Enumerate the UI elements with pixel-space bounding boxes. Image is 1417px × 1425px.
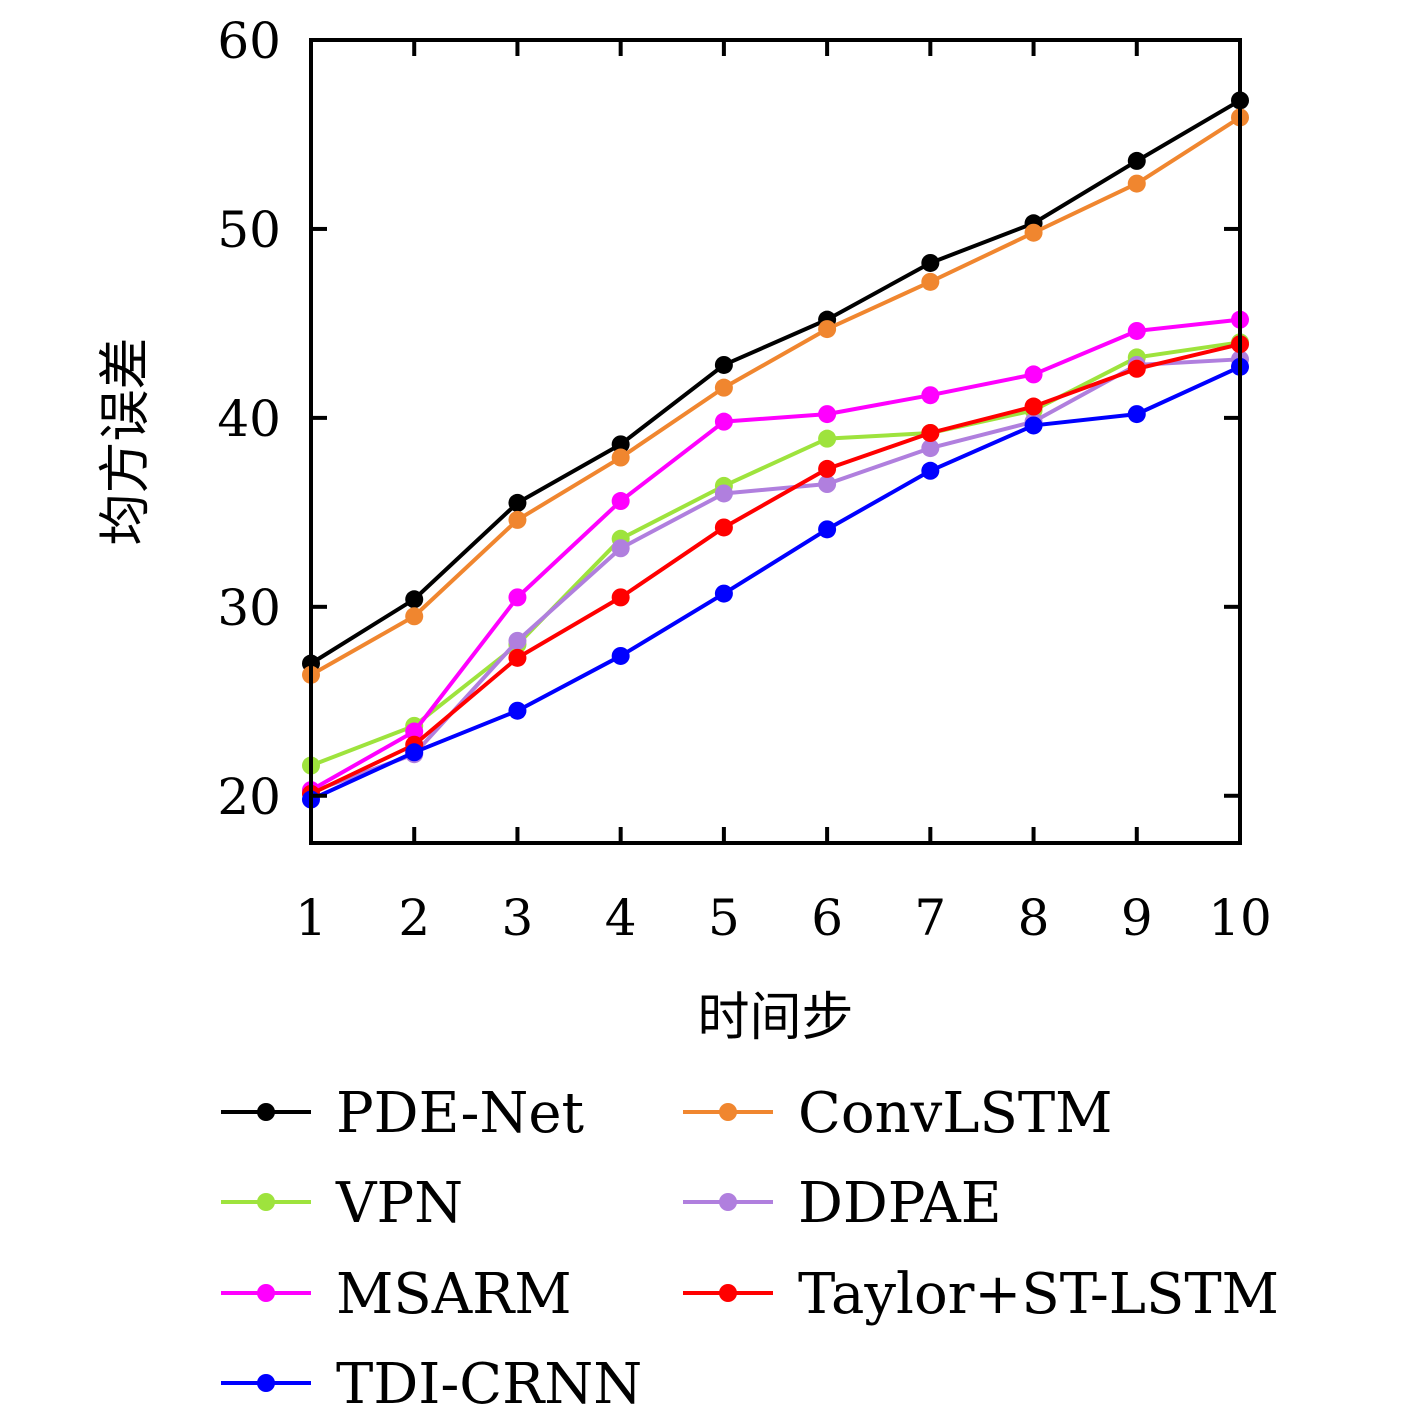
- legend-swatch-marker: [719, 1284, 737, 1302]
- data-point: [508, 493, 527, 512]
- data-point: [714, 584, 733, 603]
- data-point: [921, 386, 940, 405]
- series-line: [310, 357, 1241, 794]
- legend-swatch-marker: [257, 1103, 275, 1121]
- x-tick-label: 7: [914, 889, 946, 947]
- legend-label: PDE-Net: [336, 1081, 585, 1146]
- legend-label: Taylor+ST-LSTM: [798, 1262, 1279, 1327]
- data-point: [611, 539, 630, 558]
- data-point: [1024, 365, 1043, 384]
- data-point: [714, 412, 733, 431]
- series-msarm: [302, 310, 1249, 800]
- series-line: [310, 317, 1241, 792]
- data-point: [405, 590, 424, 609]
- legend-item: Taylor+ST-LSTM: [683, 1262, 1279, 1327]
- data-point: [818, 429, 837, 448]
- data-point: [611, 448, 630, 467]
- data-point: [818, 459, 837, 478]
- data-point: [1024, 223, 1043, 242]
- data-point: [818, 320, 837, 339]
- x-tick-label: 1: [295, 889, 327, 947]
- data-point: [1024, 397, 1043, 416]
- legend: PDE-Net ConvLSTM VPN DDPAE MSARM Taylor+ST-LS…: [221, 1081, 1279, 1417]
- x-tick-label: 8: [1018, 889, 1050, 947]
- series-line: [310, 342, 1241, 796]
- data-point: [1127, 321, 1146, 340]
- data-point: [1127, 151, 1146, 170]
- data-point: [508, 588, 527, 607]
- legend-swatch-marker: [719, 1193, 737, 1211]
- legend-label: VPN: [335, 1171, 463, 1236]
- y-tick-label: 30: [217, 579, 281, 637]
- x-tick-label: 2: [398, 889, 430, 947]
- data-point: [714, 518, 733, 537]
- legend-item: DDPAE: [683, 1171, 1002, 1236]
- y-tick-label: 60: [217, 12, 281, 70]
- legend-item: MSARM: [221, 1262, 572, 1327]
- data-point: [611, 435, 630, 454]
- data-point: [714, 355, 733, 374]
- series-line: [310, 340, 1241, 768]
- data-point: [508, 701, 527, 720]
- series-vpn: [302, 333, 1249, 775]
- legend-item: VPN: [221, 1171, 463, 1236]
- data-point: [405, 722, 424, 741]
- x-tick-label: 3: [502, 889, 534, 947]
- data-point: [508, 510, 527, 529]
- series-line: [310, 115, 1242, 677]
- legend-label: ConvLSTM: [798, 1081, 1113, 1146]
- ticks-layer: 20 30 40 50 60 1 2 3 4 5 6 7 8 9 10: [217, 12, 1271, 947]
- data-point: [1127, 359, 1146, 378]
- y-axis-label: 均方误差: [96, 337, 156, 545]
- x-tick-label: 6: [811, 889, 843, 947]
- series-line: [309, 98, 1242, 666]
- data-point: [818, 475, 837, 494]
- legend-label: MSARM: [336, 1262, 572, 1327]
- data-point: [611, 646, 630, 665]
- series-convlstm: [302, 108, 1249, 684]
- legend-label: TDI-CRNN: [336, 1352, 642, 1417]
- x-tick-label: 9: [1121, 889, 1153, 947]
- series-layer: [302, 91, 1249, 809]
- legend-swatch-marker: [719, 1103, 737, 1121]
- legend-swatch-marker: [257, 1284, 275, 1302]
- y-tick-label: 40: [217, 390, 281, 448]
- data-point: [818, 520, 837, 539]
- data-point: [508, 631, 527, 650]
- y-tick-label: 20: [217, 768, 281, 826]
- data-point: [611, 492, 630, 511]
- data-point: [921, 423, 940, 442]
- series-line: [310, 365, 1241, 802]
- series-tdi-crnn: [302, 357, 1249, 809]
- legend-swatch-marker: [257, 1193, 275, 1211]
- x-tick-label: 4: [605, 889, 637, 947]
- data-point: [1127, 174, 1146, 193]
- data-point: [714, 378, 733, 397]
- legend-item: PDE-Net: [221, 1081, 585, 1146]
- x-axis-label: 时间步: [697, 988, 853, 1048]
- data-point: [921, 439, 940, 458]
- data-point: [818, 405, 837, 424]
- data-point: [921, 272, 940, 291]
- data-point: [611, 588, 630, 607]
- legend-label: DDPAE: [798, 1171, 1002, 1236]
- x-tick-label: 5: [708, 889, 740, 947]
- data-point: [1024, 416, 1043, 435]
- data-point: [1127, 405, 1146, 424]
- data-point: [508, 648, 527, 667]
- data-point: [714, 484, 733, 503]
- data-point: [405, 743, 424, 762]
- data-point: [405, 607, 424, 626]
- data-point: [921, 461, 940, 480]
- legend-item: TDI-CRNN: [221, 1352, 642, 1417]
- plot-frame: [309, 38, 1242, 845]
- legend-item: ConvLSTM: [683, 1081, 1113, 1146]
- x-tick-label: 10: [1208, 889, 1272, 947]
- legend-swatch-marker: [257, 1374, 275, 1392]
- data-point: [921, 253, 940, 272]
- y-tick-label: 50: [217, 201, 281, 259]
